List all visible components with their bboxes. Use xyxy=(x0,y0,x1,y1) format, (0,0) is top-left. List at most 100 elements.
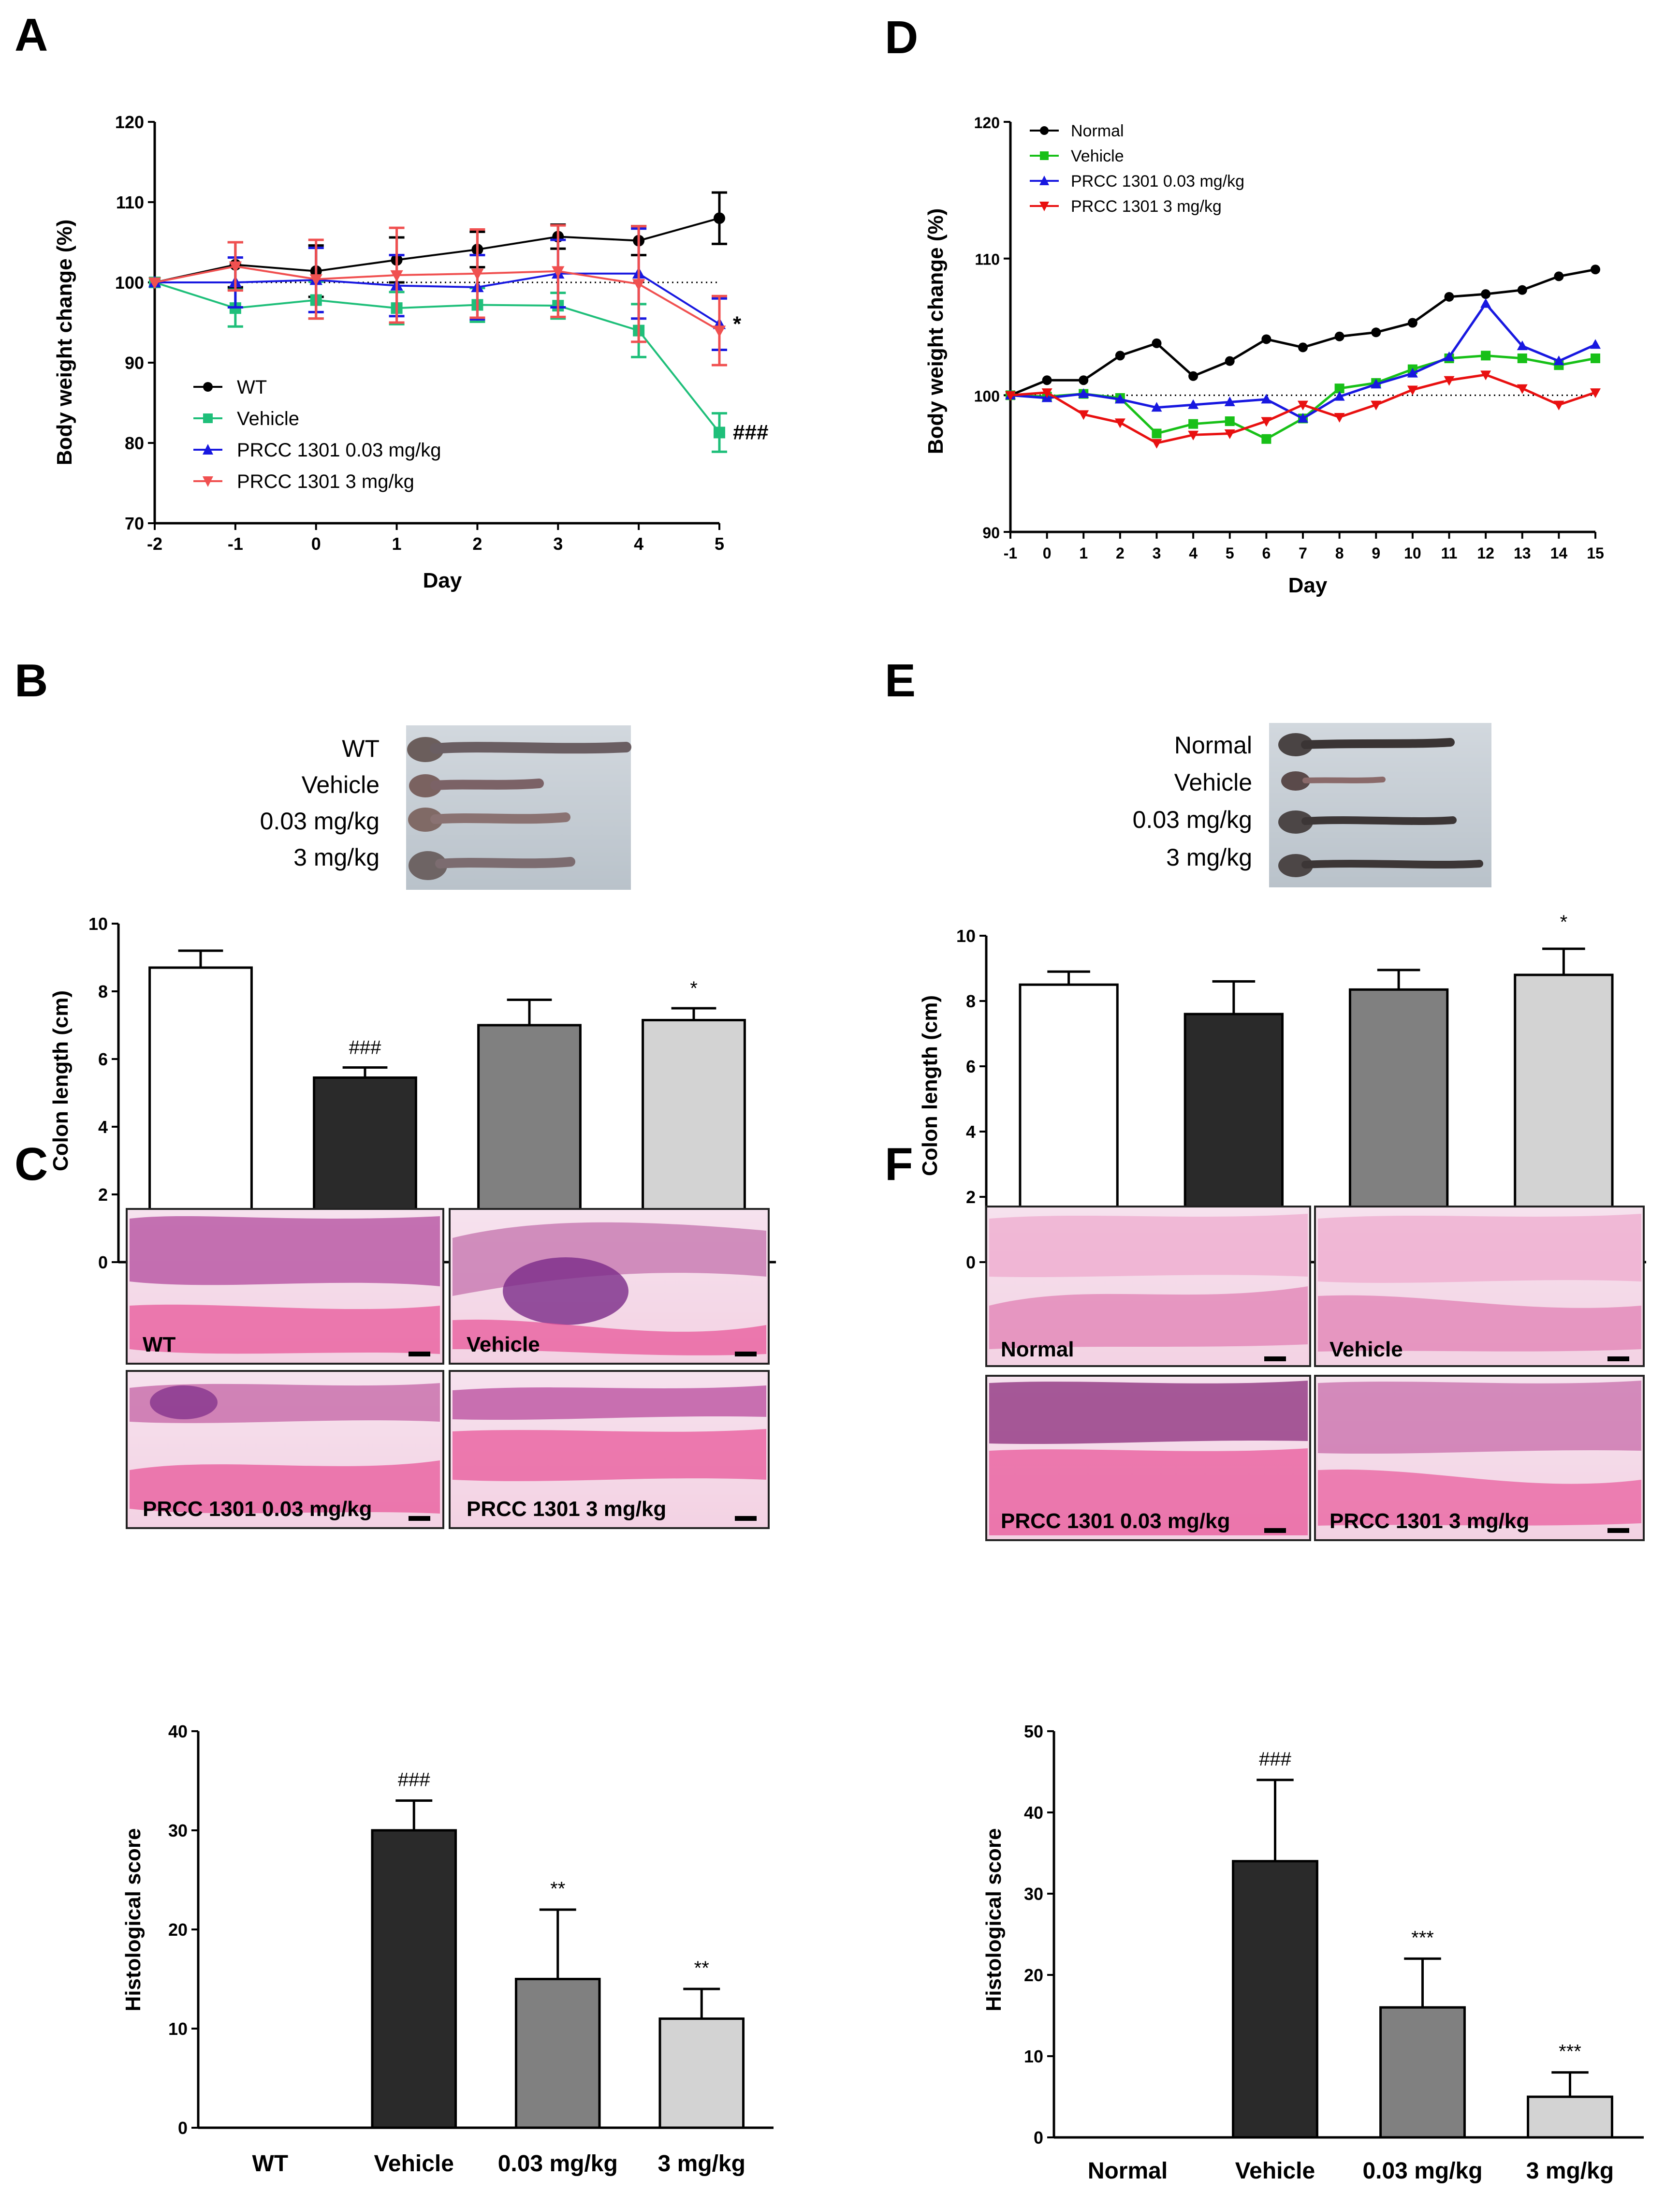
legend-d-low: PRCC 1301 0.03 mg/kg xyxy=(1071,172,1244,191)
chart-D-point xyxy=(1188,371,1198,381)
chart-D-point xyxy=(1517,285,1527,295)
chart-F-y-tick-label: 10 xyxy=(1024,2046,1043,2066)
chart-D-point xyxy=(1371,400,1382,411)
histology-c-vehicle: Vehicle xyxy=(449,1208,770,1365)
chart-A-x-tick-label: 5 xyxy=(715,534,724,554)
chart-D-point xyxy=(1151,439,1162,449)
chart-E-y-tick-label: 2 xyxy=(966,1187,976,1207)
chart-D-point xyxy=(1005,391,1016,401)
legend-a-low: PRCC 1301 0.03 mg/kg xyxy=(237,440,441,461)
chart-A-point xyxy=(148,277,161,289)
chart-B-y-tick-label: 10 xyxy=(88,914,108,934)
chart-F-y-tick-label: 30 xyxy=(1024,1884,1043,1904)
chart-D-point xyxy=(1554,271,1564,281)
chart-A-x-tick-label: -2 xyxy=(147,534,162,554)
legend-d-normal-marker xyxy=(1040,126,1049,135)
legend-d-high: PRCC 1301 3 mg/kg xyxy=(1071,197,1222,216)
chart-B-y-tick-label: 6 xyxy=(98,1049,108,1069)
chart-D-x-tick-label: 13 xyxy=(1514,545,1531,562)
chart-D-point xyxy=(1480,370,1491,381)
chart-A-y-tick-label: 90 xyxy=(125,353,144,373)
chart-D-point xyxy=(1444,351,1455,361)
chart-C-significance: ** xyxy=(550,1878,565,1899)
chart-D-x-tick-label: 15 xyxy=(1587,545,1604,562)
histology-grid-c: WT Vehicle PRCC 1301 0.03 mg/kg PRCC 130… xyxy=(126,1208,770,1529)
chart-D-y-tick-label: 100 xyxy=(974,387,1000,405)
colon-specimens-b xyxy=(407,737,631,880)
chart-D-point xyxy=(1224,429,1235,439)
legend-a-vehicle: Vehicle xyxy=(237,408,299,429)
chart-F-significance: *** xyxy=(1559,2041,1581,2062)
chart-D-y-tick-label: 110 xyxy=(975,251,1000,268)
colon-photo-e: Normal Vehicle 0.03 mg/kg 3 mg/kg xyxy=(1133,723,1491,887)
chart-B-y-tick-label: 2 xyxy=(98,1185,108,1205)
legend-a-wt-marker xyxy=(203,382,213,392)
chart-a-x-label: Day xyxy=(423,569,462,592)
chart-B-y-tick-label: 8 xyxy=(98,982,108,1001)
chart-A-x-tick-label: 2 xyxy=(472,534,482,554)
chart-D-point xyxy=(1041,388,1052,398)
chart-A-series-line-0 xyxy=(154,217,720,283)
chart-A-y-tick-label: 110 xyxy=(116,192,144,212)
chart-A-series-line-2 xyxy=(155,272,720,325)
histology-f-label-4: PRCC 1301 3 mg/kg xyxy=(1329,1509,1529,1533)
chart-C-category-label: 3 mg/kg xyxy=(658,2151,745,2177)
legend-a-high-marker xyxy=(203,476,213,487)
chart-D-point xyxy=(1517,353,1527,364)
chart-D-point xyxy=(1591,265,1600,275)
chart-D-point xyxy=(1225,356,1235,366)
panel-label-e: E xyxy=(885,655,916,707)
panel-label-a: A xyxy=(15,9,48,61)
chart-D-point xyxy=(1480,298,1491,308)
chart-D-point xyxy=(1334,413,1345,423)
chart-E-y-tick-label: 4 xyxy=(966,1122,976,1142)
chart-A-y-tick-label: 80 xyxy=(125,433,144,453)
chart-D-x-tick-label: 12 xyxy=(1477,545,1494,562)
chart-F-bar-1 xyxy=(1232,1860,1318,2139)
chart-D-point xyxy=(1188,430,1199,441)
chart-D-point xyxy=(1517,384,1528,394)
chart-C-bar-1 xyxy=(371,1829,457,2129)
chart-A-point xyxy=(229,261,242,273)
chart-D-point xyxy=(1553,355,1564,366)
chart-E-y-tick-label: 6 xyxy=(966,1057,976,1076)
colon-specimens-e xyxy=(1278,733,1483,877)
chart-A-point xyxy=(309,274,322,286)
chart-F-bar-2 xyxy=(1379,2006,1466,2139)
chart-D-point xyxy=(1517,340,1528,351)
legend-d-vehicle: Vehicle xyxy=(1071,147,1124,165)
photo-e-label-2: Vehicle xyxy=(1174,769,1252,796)
chart-F-y-tick-label: 0 xyxy=(1034,2128,1043,2148)
chart-b-y-label: Colon length (cm) xyxy=(49,990,73,1171)
histology-c-label-3: PRCC 1301 0.03 mg/kg xyxy=(143,1497,372,1521)
chart-D-point xyxy=(1114,394,1125,404)
chart-A-significance: * xyxy=(733,312,742,336)
chart-C-bar-2 xyxy=(514,1978,601,2129)
chart-C-category-label: WT xyxy=(252,2151,288,2177)
histology-c-label-4: PRCC 1301 3 mg/kg xyxy=(467,1497,666,1521)
chart-C-category-label: Vehicle xyxy=(374,2151,454,2177)
chart-A-y-tick-label: 120 xyxy=(115,112,144,132)
chart-A-point xyxy=(390,270,403,282)
chart-A-x-tick-label: 4 xyxy=(634,534,643,554)
chart-A-x-tick-label: 1 xyxy=(392,534,402,554)
chart-D-x-tick-label: 0 xyxy=(1043,545,1052,562)
chart-B-significance: ### xyxy=(349,1037,381,1059)
chart-D-point xyxy=(1261,334,1271,344)
chart-D-point xyxy=(1407,385,1418,396)
photo-b-label-3: 0.03 mg/kg xyxy=(260,808,380,835)
chart-A-point xyxy=(632,279,645,291)
chart-F-bar-3 xyxy=(1527,2095,1613,2139)
chart-A-significance: ### xyxy=(733,420,768,444)
chart-D-x-tick-label: 11 xyxy=(1441,545,1458,562)
chart-B-y-tick-label: 4 xyxy=(98,1117,108,1137)
histology-f-label-3: PRCC 1301 0.03 mg/kg xyxy=(1001,1509,1230,1533)
chart-D-point xyxy=(1334,331,1344,341)
histology-f-normal: Normal xyxy=(985,1206,1311,1367)
chart-D-x-tick-label: 6 xyxy=(1262,545,1271,562)
chart-D-point xyxy=(1151,402,1162,412)
histology-f-high: PRCC 1301 3 mg/kg xyxy=(1314,1375,1645,1541)
panel-label-b: B xyxy=(15,655,48,707)
chart-A-x-tick-label: -1 xyxy=(228,534,243,554)
